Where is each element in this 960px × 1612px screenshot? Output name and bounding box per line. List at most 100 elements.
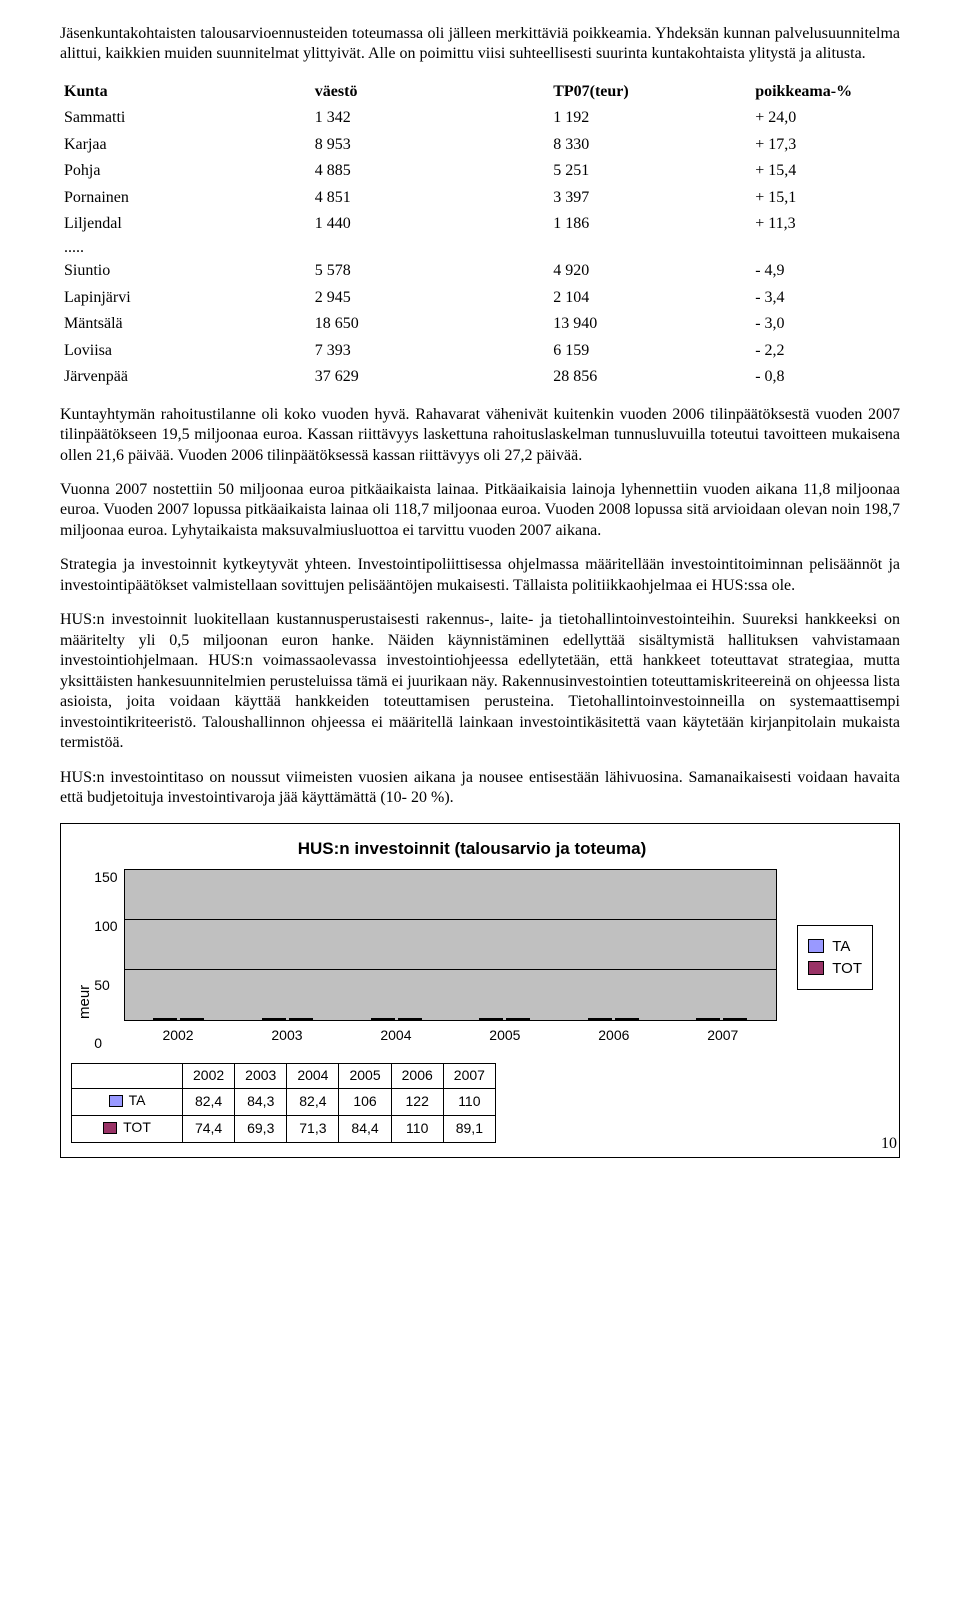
table-row: Mäntsälä18 65013 940- 3,0: [60, 311, 900, 337]
cell-vaesto: 18 650: [245, 311, 463, 337]
y-tick: 0: [94, 1035, 102, 1053]
legend-label-tot: TOT: [832, 959, 862, 978]
paragraph-2: Kuntayhtymän rahoitustilanne oli koko vu…: [60, 405, 900, 466]
bar-tot: [289, 1018, 313, 1020]
bar-ta: [588, 1018, 612, 1020]
cell-kunta: Lapinjärvi: [60, 285, 245, 311]
table-row: Siuntio5 5784 920- 4,9: [60, 258, 900, 284]
cell-poikkeama: - 3,0: [715, 311, 900, 337]
cell-vaesto: 5 578: [245, 258, 463, 284]
x-tick: 2007: [668, 1021, 777, 1045]
table-row: Sammatti1 3421 192+ 24,0: [60, 105, 900, 131]
bar-ta: [479, 1018, 503, 1020]
cell-poikkeama: - 4,9: [715, 258, 900, 284]
cell-poikkeama: + 24,0: [715, 105, 900, 131]
x-axis: 200220032004200520062007: [124, 1021, 778, 1045]
legend-item-ta: TA: [808, 937, 862, 956]
bar-tot: [506, 1018, 530, 1020]
cell-kunta: Loviisa: [60, 338, 245, 364]
cell-vaesto: 4 851: [245, 185, 463, 211]
dt-cell: 82,4: [183, 1089, 235, 1116]
table-row: Järvenpää37 62928 856- 0,8: [60, 364, 900, 390]
table-row: Karjaa8 9538 330+ 17,3: [60, 132, 900, 158]
paragraph-5: HUS:n investoinnit luokitellaan kustannu…: [60, 610, 900, 753]
cell-poikkeama: + 17,3: [715, 132, 900, 158]
dt-cell: 84,3: [235, 1089, 287, 1116]
y-tick: 50: [94, 977, 110, 995]
dt-cell: 89,1: [443, 1116, 495, 1143]
y-axis-label: meur: [71, 869, 94, 1045]
y-tick: 100: [94, 918, 117, 936]
bar-ta: [262, 1018, 286, 1020]
bar-group: [450, 1018, 559, 1020]
row-swatch-ta: [109, 1095, 123, 1107]
paragraph-6: HUS:n investointitaso on noussut viimeis…: [60, 768, 900, 809]
paragraph-3: Vuonna 2007 nostettiin 50 miljoonaa euro…: [60, 480, 900, 541]
x-tick: 2005: [450, 1021, 559, 1045]
dt-cell: 82,4: [287, 1089, 339, 1116]
x-tick: 2006: [559, 1021, 668, 1045]
data-table-row-tot: TOT 74,4 69,3 71,3 84,4 110 89,1: [72, 1116, 496, 1143]
cell-kunta: Sammatti: [60, 105, 245, 131]
bar-group: [559, 1018, 668, 1020]
table-row: Lapinjärvi2 9452 104- 3,4: [60, 285, 900, 311]
cell-poikkeama: + 15,1: [715, 185, 900, 211]
legend-label-ta: TA: [832, 937, 850, 956]
chart-legend: TA TOT: [797, 925, 873, 990]
dt-cell: 106: [339, 1089, 391, 1116]
dt-cell: 110: [391, 1116, 443, 1143]
x-tick: 2003: [233, 1021, 342, 1045]
row-label-ta: TA: [129, 1092, 146, 1110]
cell-tp07: 8 330: [463, 132, 715, 158]
dt-year: 2005: [339, 1064, 391, 1089]
cell-kunta: Siuntio: [60, 258, 245, 284]
dt-cell: 71,3: [287, 1116, 339, 1143]
plot-area: [124, 869, 778, 1021]
table-row: Loviisa7 3936 159- 2,2: [60, 338, 900, 364]
dt-cell: 122: [391, 1089, 443, 1116]
bar-tot: [180, 1018, 204, 1020]
dt-cell: 110: [443, 1089, 495, 1116]
data-table-row-ta: TA 82,4 84,3 82,4 106 122 110: [72, 1089, 496, 1116]
cell-kunta: Järvenpää: [60, 364, 245, 390]
cell-tp07: 5 251: [463, 158, 715, 184]
bar-ta: [371, 1018, 395, 1020]
grid-line: [125, 969, 777, 970]
cell-poikkeama: - 3,4: [715, 285, 900, 311]
cell-kunta: Karjaa: [60, 132, 245, 158]
cell-poikkeama: + 11,3: [715, 211, 900, 237]
cell-vaesto: 2 945: [245, 285, 463, 311]
cell-tp07: 1 186: [463, 211, 715, 237]
cell-tp07: 4 920: [463, 258, 715, 284]
cell-tp07: 1 192: [463, 105, 715, 131]
intro-paragraph: Jäsenkuntakohtaisten talousarvioennustei…: [60, 24, 900, 65]
legend-swatch-tot: [808, 961, 824, 975]
cell-vaesto: 1 440: [245, 211, 463, 237]
chart-title: HUS:n investoinnit (talousarvio ja toteu…: [71, 838, 873, 860]
bar-ta: [696, 1018, 720, 1020]
cell-tp07: 2 104: [463, 285, 715, 311]
dt-year: 2003: [235, 1064, 287, 1089]
cell-poikkeama: + 15,4: [715, 158, 900, 184]
cell-tp07: 28 856: [463, 364, 715, 390]
cell-vaesto: 1 342: [245, 105, 463, 131]
kunta-table: Kunta väestö TP07(teur) poikkeama-% Samm…: [60, 79, 900, 391]
th-poikkeama: poikkeama-%: [755, 83, 852, 100]
row-swatch-tot: [103, 1122, 117, 1134]
legend-item-tot: TOT: [808, 959, 862, 978]
cell-kunta: Mäntsälä: [60, 311, 245, 337]
dt-cell: 69,3: [235, 1116, 287, 1143]
cell-tp07: 13 940: [463, 311, 715, 337]
investment-chart: HUS:n investoinnit (talousarvio ja toteu…: [60, 823, 900, 1158]
bar-ta: [153, 1018, 177, 1020]
cell-vaesto: 37 629: [245, 364, 463, 390]
bar-tot: [723, 1018, 747, 1020]
kunta-table-header: Kunta väestö TP07(teur) poikkeama-%: [60, 79, 900, 105]
bar-tot: [398, 1018, 422, 1020]
th-kunta: Kunta: [64, 83, 108, 100]
bar-tot: [615, 1018, 639, 1020]
data-table-header: 2002 2003 2004 2005 2006 2007: [72, 1064, 496, 1089]
cell-vaesto: 4 885: [245, 158, 463, 184]
bar-group: [233, 1018, 342, 1020]
y-axis: 150 100 50 0: [94, 869, 123, 1045]
